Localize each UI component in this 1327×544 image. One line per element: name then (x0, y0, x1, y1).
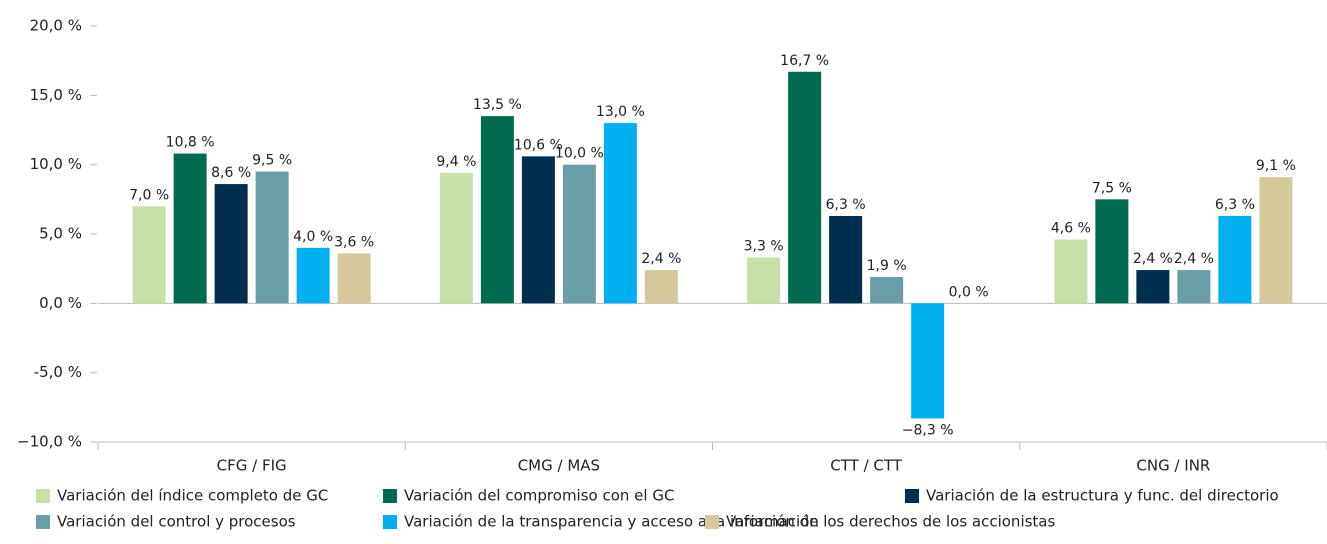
bar (829, 215, 863, 304)
bar (439, 172, 473, 304)
legend-swatch (705, 515, 719, 529)
bar (644, 270, 678, 304)
legend-label: Variación del compromiso con el GC (404, 487, 674, 505)
bar (1054, 239, 1088, 304)
bar (747, 257, 781, 304)
value-label: 7,0 % (129, 187, 169, 203)
value-label: 13,5 % (473, 97, 522, 113)
value-label: 2,4 % (1174, 251, 1214, 267)
y-tick-label: −10,0 % (17, 433, 82, 451)
legend-label: Variación del control y procesos (57, 513, 296, 531)
value-label: 3,6 % (334, 234, 374, 250)
value-label: 2,4 % (1133, 251, 1173, 267)
legend-label: Variación de los derechos de los accioni… (726, 513, 1055, 531)
value-label: −8,3 % (902, 422, 954, 438)
y-tick-label: 10,0 % (30, 155, 82, 173)
bar (255, 171, 289, 304)
bar (562, 164, 596, 304)
legend-swatch (383, 489, 397, 503)
value-label: 9,5 % (252, 153, 292, 169)
value-label: 1,9 % (867, 258, 907, 274)
y-tick-label: 5,0 % (39, 225, 82, 243)
value-label: 13,0 % (596, 104, 645, 120)
value-label: 16,7 % (780, 53, 829, 69)
value-label: 4,0 % (293, 229, 333, 245)
bar (521, 156, 555, 304)
bar (870, 276, 904, 304)
bar (214, 184, 248, 304)
value-label: 10,0 % (555, 146, 604, 162)
bar (1177, 270, 1211, 304)
legend-label: Variación de la estructura y func. del d… (926, 487, 1279, 505)
y-tick-label: 15,0 % (30, 86, 82, 104)
value-label: 10,6 % (514, 137, 563, 153)
x-tick-label: CMG / MAS (518, 457, 600, 475)
value-label: 9,1 % (1256, 158, 1296, 174)
value-label: 6,3 % (826, 197, 866, 213)
bar (480, 116, 514, 304)
value-label: 7,5 % (1092, 180, 1132, 196)
value-label: 4,6 % (1051, 221, 1091, 237)
value-label: 10,8 % (166, 135, 215, 151)
value-label: 2,4 % (641, 251, 681, 267)
value-label: 8,6 % (211, 165, 251, 181)
value-label: 3,3 % (744, 239, 784, 255)
y-tick-label: -5,0 % (34, 363, 82, 381)
x-tick-label: CTT / CTT (830, 457, 902, 475)
bar (173, 153, 207, 304)
value-label: 9,4 % (436, 154, 476, 170)
bar (1259, 177, 1293, 304)
bar (603, 123, 637, 304)
bar (911, 303, 945, 419)
value-label: 0,0 % (949, 284, 989, 300)
bar (1218, 215, 1252, 304)
bar (1136, 270, 1170, 304)
value-label: 6,3 % (1215, 197, 1255, 213)
legend-label: Variación del índice completo de GC (57, 487, 328, 505)
bar (132, 206, 166, 304)
x-tick-label: CNG / INR (1136, 457, 1210, 475)
y-tick-label: 0,0 % (39, 294, 82, 312)
bar (1095, 199, 1129, 304)
legend-swatch (36, 489, 50, 503)
legend-swatch (905, 489, 919, 503)
bar (337, 253, 371, 304)
y-tick-label: 20,0 % (30, 17, 82, 35)
legend-swatch (383, 515, 397, 529)
x-tick-label: CFG / FIG (217, 457, 287, 475)
bar (296, 247, 330, 304)
bar (788, 71, 822, 304)
legend-swatch (36, 515, 50, 529)
